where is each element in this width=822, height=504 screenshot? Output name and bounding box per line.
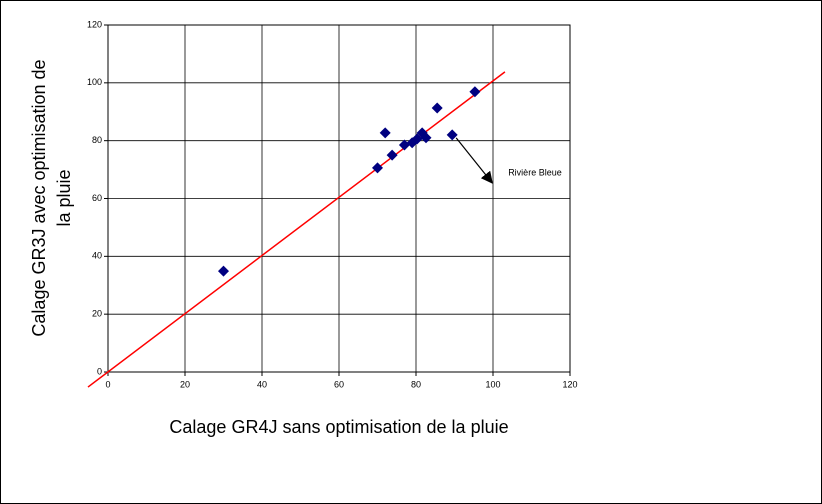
y-tick-label: 80: [92, 135, 102, 145]
y-tick-label: 0: [97, 366, 102, 376]
point: [431, 102, 443, 114]
point: [379, 127, 391, 139]
x-tick-label: 80: [411, 379, 421, 389]
plot-border: [107, 24, 571, 373]
x-tick-label: 40: [257, 379, 267, 389]
point: [386, 149, 398, 161]
point: [446, 129, 458, 141]
y-tick-label: 40: [92, 251, 102, 261]
y-axis-title: Calage GR3J avec optimisation de: [29, 59, 49, 336]
point: [372, 162, 383, 174]
y-tick-label: 20: [92, 309, 102, 319]
x-axis-title: Calage GR4J sans optimisation de la plui…: [169, 417, 508, 437]
x-tick-label: 60: [334, 379, 344, 389]
y-tick-label: 60: [92, 193, 102, 203]
y-tick-label: 120: [87, 19, 102, 29]
x-tick-label: 20: [180, 379, 190, 389]
point: [218, 265, 229, 277]
annotation-arrow: [455, 137, 493, 184]
point: [420, 132, 432, 144]
trend-line: [87, 71, 506, 388]
annotation-text: Rivière Bleue: [508, 167, 562, 177]
point: [469, 86, 481, 98]
y-tick-label: 100: [87, 77, 102, 87]
point: [411, 133, 423, 145]
x-tick-label: 120: [562, 379, 577, 389]
x-tick-label: 100: [485, 379, 500, 389]
x-tick-label: 0: [105, 379, 110, 389]
y-axis-title: la pluie: [54, 169, 74, 226]
